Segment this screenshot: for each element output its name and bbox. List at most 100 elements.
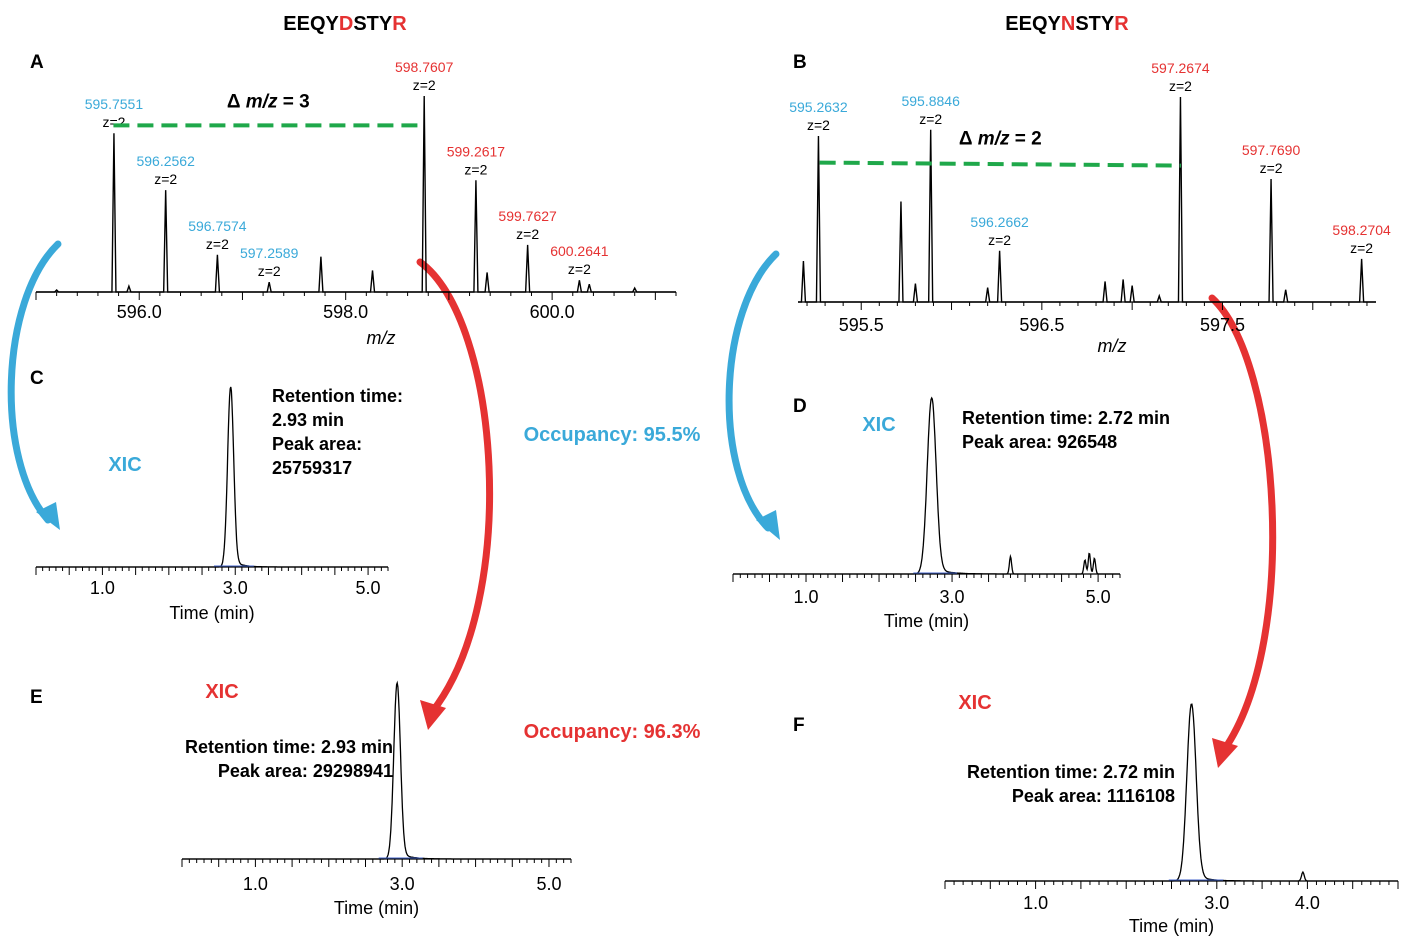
arrowhead-red-right: [1212, 738, 1238, 768]
title-segment: R: [1114, 13, 1129, 35]
charge-label: z=2: [568, 261, 591, 277]
occupancy-blue: Occupancy: 95.5%: [524, 424, 701, 446]
title-right: EEQYNSTYR: [1005, 13, 1129, 35]
tick-label: 595.5: [839, 315, 884, 335]
x-axis-label: Time (min): [169, 603, 254, 623]
peak-mz-label: 597.7690: [1242, 142, 1301, 158]
peak-info-line: 25759317: [272, 458, 352, 478]
panel-label-b: B: [793, 52, 807, 73]
tick-label: 1.0: [1023, 893, 1048, 913]
arrow-red-right: [1208, 294, 1277, 754]
charge-label: z=2: [206, 236, 229, 252]
tick-label: 5.0: [1086, 587, 1111, 607]
x-axis-label: Time (min): [334, 898, 419, 918]
peak-mz-label: 598.7607: [395, 59, 454, 75]
tick-label: 596.0: [117, 302, 162, 322]
delta-part: m/z: [978, 129, 1010, 150]
arrow-red-left: [416, 258, 493, 716]
peak-mz-label: 600.2641: [550, 243, 609, 259]
delta-part: m/z: [246, 91, 278, 112]
charge-label: z=2: [154, 171, 177, 187]
chart-panel-d: 1.0 3.0 5.0 Time (min) XIC Retention time: 2.…: [732, 396, 1170, 631]
panel-label-c: C: [30, 368, 44, 389]
arrowhead-red-left: [420, 700, 446, 730]
chromatogram-trace: [733, 396, 1120, 575]
spectrum-trace: [798, 96, 1376, 303]
delta-part: Δ: [959, 129, 978, 150]
charge-label: z=2: [988, 232, 1011, 248]
peak-mz-label: 595.2632: [789, 99, 848, 115]
peak-info-line: Peak area: 926548: [962, 432, 1117, 452]
peak-info-line: Retention time: 2.72 min: [962, 408, 1170, 428]
title-segment: R: [392, 13, 407, 35]
delta-line: [819, 160, 1181, 168]
peak-info-line: Peak area: 1116108: [1012, 786, 1175, 806]
peak-mz-label: 596.2562: [136, 153, 195, 169]
x-axis-label: m/z: [1098, 336, 1127, 356]
panel-label-a: A: [30, 52, 44, 73]
peak-mz-label: 599.7627: [498, 208, 557, 224]
title-segment: D: [339, 13, 353, 35]
title-segment: STY: [353, 13, 393, 35]
peak-info-line: 2.93 min: [272, 410, 344, 430]
tick-label: 600.0: [530, 302, 575, 322]
tick-label: 5.0: [356, 578, 381, 598]
x-axis-label: m/z: [367, 328, 396, 348]
tick-label: 596.5: [1019, 315, 1064, 335]
charge-label: z=2: [102, 114, 125, 130]
tick-label: 3.0: [223, 578, 248, 598]
chart-panel-c: 1.0 3.0 5.0 Time (min) XIC Retention time: 2.9…: [35, 386, 403, 623]
tick-label: 1.0: [90, 578, 115, 598]
arrowhead-blue-left: [36, 502, 60, 530]
title-segment: EEQY: [283, 13, 339, 35]
tick-label: 5.0: [536, 874, 561, 894]
chart-panel-f: 1.0 3.0 4.0 Time (min) XIC Retention time: 2.…: [944, 692, 1399, 936]
delta-label: Δ m/z = 2: [959, 129, 1042, 150]
delta-label: Δ m/z = 3: [227, 91, 310, 112]
spectrum-trace: [36, 95, 676, 293]
tick-label: 598.0: [323, 302, 368, 322]
delta-part: = 3: [277, 91, 309, 112]
title-segment: N: [1061, 13, 1075, 35]
x-axis-label: Time (min): [884, 611, 969, 631]
charge-label: z=2: [1350, 240, 1373, 256]
charge-label: z=2: [413, 77, 436, 93]
arrowhead-blue-right: [756, 510, 780, 540]
peak-info-line: Retention time: 2.72 min: [967, 762, 1175, 782]
chart-panel-b: 595.5 596.5 597.5 m/z z=2 595.2632 z=2 595.8846…: [789, 60, 1391, 356]
delta-part: Δ: [227, 91, 246, 112]
charge-label: z=2: [516, 226, 539, 242]
chart-panel-a: 596.0 598.0 600.0 m/z z=2 595.7551 z=2 596.2562…: [35, 59, 677, 348]
charge-label: z=2: [919, 111, 942, 127]
panel-label-e: E: [30, 687, 43, 708]
tick-label: 3.0: [940, 587, 965, 607]
x-axis-label: Time (min): [1129, 916, 1214, 936]
xic-label: XIC: [205, 681, 238, 703]
charge-label: z=2: [807, 117, 830, 133]
tick-label: 597.5: [1200, 315, 1245, 335]
tick-label: 3.0: [390, 874, 415, 894]
peak-mz-label: 595.7551: [85, 96, 144, 112]
chart-panel-e: 1.0 3.0 5.0 Time (min) XIC Retention time: 2.…: [181, 680, 572, 918]
occupancy-red: Occupancy: 96.3%: [524, 721, 701, 743]
title-left: EEQYDSTYR: [283, 13, 407, 35]
peak-mz-label: 597.2589: [240, 245, 299, 261]
peak-info-line: Retention time: 2.93 min: [185, 737, 393, 757]
peak-mz-label: 595.8846: [901, 93, 960, 109]
xic-label: XIC: [958, 692, 991, 714]
peak-mz-label: 596.2662: [970, 214, 1029, 230]
arrow-blue-left: [7, 240, 62, 524]
arrow-blue-right: [725, 250, 780, 532]
charge-label: z=2: [258, 263, 281, 279]
tick-label: 1.0: [794, 587, 819, 607]
xic-label: XIC: [108, 454, 141, 476]
peak-info-line: Retention time:: [272, 386, 403, 406]
peak-info-line: Peak area: 29298941: [218, 761, 393, 781]
chromatogram-trace: [945, 703, 1398, 882]
tick-label: 4.0: [1295, 893, 1320, 913]
title-segment: STY: [1075, 13, 1115, 35]
peak-mz-label: 596.7574: [188, 218, 247, 234]
peak-info-line: Peak area:: [272, 434, 362, 454]
charge-label: z=2: [464, 161, 487, 177]
